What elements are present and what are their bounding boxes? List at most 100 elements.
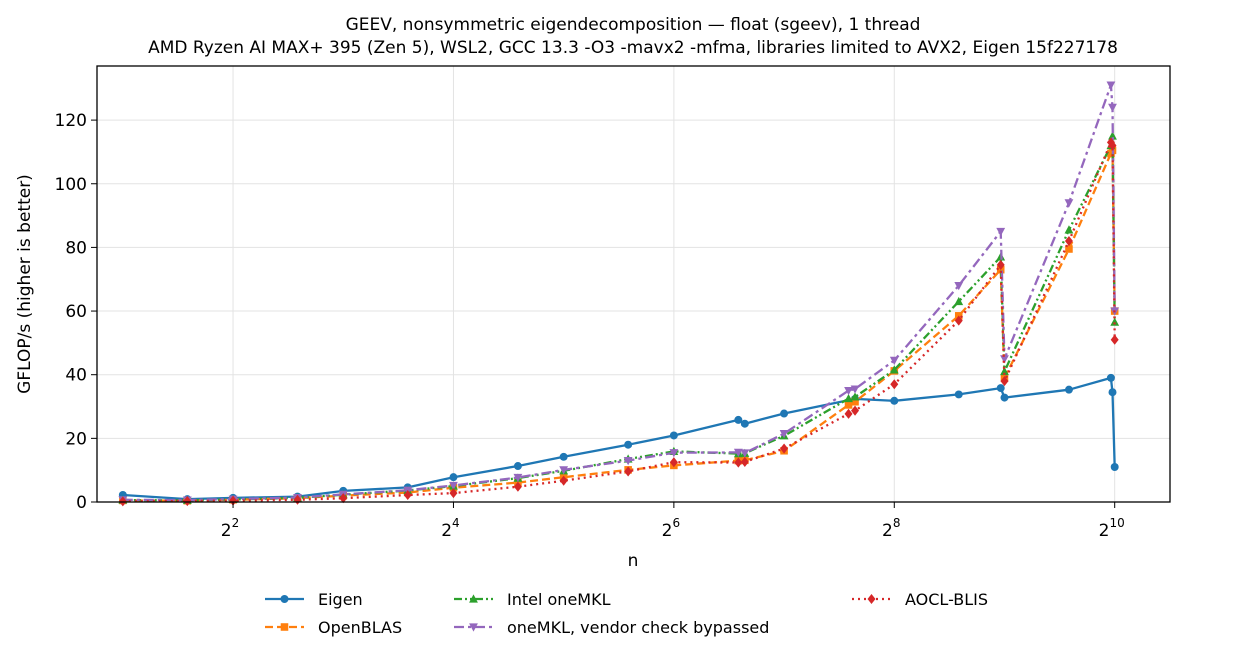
data-point	[844, 408, 853, 419]
series-line	[122, 149, 1116, 502]
chart-subtitle: AMD Ryzen AI MAX+ 395 (Zen 5), WSL2, GCC…	[148, 38, 1118, 58]
data-point	[1108, 103, 1117, 112]
data-point	[996, 227, 1006, 237]
x-tick-exponent: 4	[452, 516, 460, 530]
data-point	[1064, 225, 1074, 234]
data-point	[669, 449, 679, 458]
data-point	[1110, 463, 1119, 471]
x-tick-base: 2	[882, 521, 893, 541]
data-point	[996, 259, 1005, 270]
data-point	[1000, 355, 1009, 364]
data-point	[183, 496, 192, 507]
data-point	[733, 448, 743, 457]
y-tick-label: 20	[65, 429, 87, 449]
data-point	[844, 393, 853, 403]
x-tick-label: 26	[662, 516, 680, 541]
series-intel-onemkl	[118, 131, 1120, 504]
data-point	[339, 493, 348, 504]
data-point	[1108, 131, 1117, 140]
grid	[97, 66, 1170, 503]
series-openblas	[119, 146, 1119, 505]
data-point	[559, 475, 568, 486]
series-aocl-blis	[118, 137, 1119, 507]
legend-marker	[867, 593, 876, 605]
data-point	[1110, 317, 1120, 326]
series-layer	[118, 81, 1120, 507]
legend-label: Eigen	[318, 590, 363, 609]
data-point	[669, 431, 678, 440]
data-point	[1064, 199, 1074, 208]
x-tick-exponent: 8	[893, 516, 901, 530]
legend-item: Intel oneMKL	[454, 590, 611, 609]
plot-frame	[96, 65, 1171, 503]
x-axis-label: n	[628, 551, 639, 571]
data-point	[851, 405, 860, 416]
data-point	[740, 449, 750, 458]
data-point	[996, 384, 1005, 393]
y-tick-label: 120	[55, 111, 87, 131]
data-point	[889, 356, 899, 365]
data-point	[449, 481, 458, 491]
data-point	[844, 401, 853, 409]
y-tick-label: 100	[55, 175, 87, 195]
x-ticks: 22 24 26 28 210	[221, 502, 1125, 541]
data-point	[740, 456, 749, 467]
data-point	[624, 466, 633, 477]
y-tick-label: 80	[65, 238, 87, 258]
data-point	[559, 452, 568, 461]
y-tick-label: 60	[65, 302, 87, 322]
x-tick-label: 28	[882, 516, 900, 541]
legend: Eigen OpenBLAS Intel oneMKL oneMKL, vendor …	[265, 590, 988, 637]
legend-item: oneMKL, vendor check bypassed	[454, 618, 769, 637]
data-point	[1106, 81, 1116, 90]
data-point	[624, 440, 633, 449]
legend-marker	[280, 623, 289, 631]
data-point	[1106, 137, 1115, 148]
y-ticks: 0 20 40 60 80 100 120	[55, 111, 97, 513]
x-tick-exponent: 10	[1109, 516, 1124, 530]
data-point	[954, 296, 964, 306]
x-tick-base: 2	[441, 521, 452, 541]
data-point	[1108, 388, 1117, 397]
x-tick-base: 2	[221, 521, 232, 541]
x-tick-exponent: 6	[672, 516, 680, 530]
data-point	[740, 419, 749, 428]
data-point	[449, 473, 458, 482]
data-point	[780, 443, 789, 454]
legend-item: AOCL-BLIS	[852, 590, 988, 609]
data-point	[669, 457, 678, 468]
data-point	[850, 392, 860, 401]
data-point	[1000, 393, 1009, 402]
series-onemkl-vendor-check-bypassed	[118, 81, 1120, 505]
series-line	[122, 83, 1116, 502]
data-point	[844, 387, 853, 396]
data-point	[780, 409, 789, 418]
legend-marker	[469, 594, 478, 603]
legend-marker	[280, 595, 289, 603]
data-point	[1110, 334, 1119, 345]
legend-marker	[469, 623, 478, 632]
data-point	[513, 481, 522, 492]
data-point	[889, 365, 899, 374]
data-point	[1064, 235, 1073, 247]
x-tick-label: 24	[441, 516, 459, 541]
data-point	[734, 415, 743, 424]
legend-item: Eigen	[265, 590, 363, 609]
y-tick-label: 40	[65, 366, 87, 386]
data-point	[623, 457, 633, 466]
x-tick-base: 2	[1099, 521, 1110, 541]
legend-label: OpenBLAS	[318, 618, 402, 637]
data-point	[559, 466, 569, 475]
data-point	[513, 462, 522, 471]
data-point	[229, 495, 238, 506]
x-tick-base: 2	[662, 521, 673, 541]
data-point	[1108, 140, 1117, 151]
data-point	[851, 397, 859, 406]
data-point	[1000, 366, 1009, 376]
data-point	[449, 488, 458, 499]
data-point	[954, 315, 963, 326]
data-point	[1106, 373, 1115, 382]
data-point	[890, 396, 899, 405]
data-point	[954, 390, 963, 399]
